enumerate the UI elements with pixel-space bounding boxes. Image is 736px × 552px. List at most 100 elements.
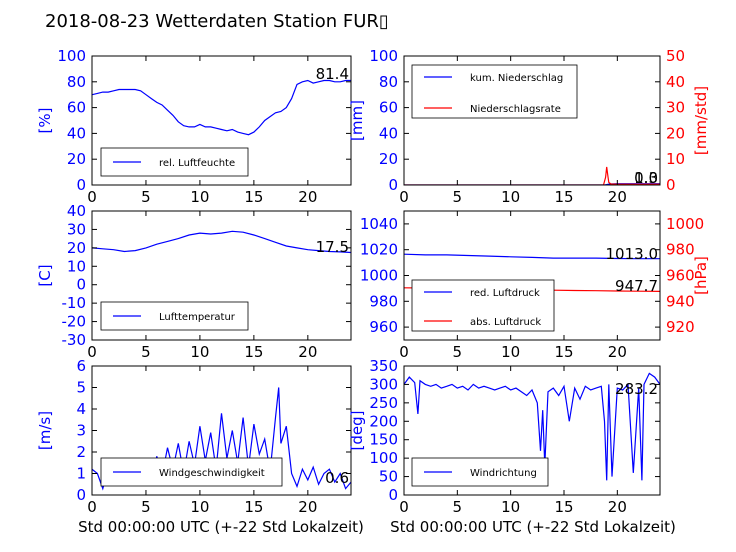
legend-label: Lufttemperatur: [159, 312, 236, 323]
value-label: 1013.0: [606, 245, 659, 263]
x-tick-label: 0: [87, 188, 97, 206]
value-label: 17.5: [316, 238, 349, 256]
y2-tick-label: 50: [666, 47, 685, 65]
y-axis-label: [C]: [36, 264, 54, 286]
y-tick-label: 0: [388, 486, 398, 504]
y-tick-label: 350: [369, 357, 398, 375]
series-line-1: [92, 79, 351, 136]
plot-frame: [91, 210, 352, 341]
series-line-1: [92, 230, 351, 254]
legend-label: rel. Luftfeuchte: [159, 158, 235, 169]
y-tick-label: 40: [379, 124, 398, 142]
x-tick-label: 15: [554, 188, 573, 206]
panel-2: 0 5 10 15 20 0 20 40 60 80 100 0 10 20 30 40 50 [mm] [mm/s…: [348, 47, 710, 206]
x-tick-label: 15: [244, 498, 263, 516]
y-tick-label: -20: [62, 313, 87, 331]
x-tick-label: 15: [244, 188, 263, 206]
y-tick-label: 80: [379, 73, 398, 91]
y-tick-label: 100: [369, 47, 398, 65]
y-tick-label: -10: [62, 294, 87, 312]
value-label: 0.6: [325, 469, 349, 487]
legend-label: red. Luftdruck: [470, 288, 540, 299]
y2-tick-label: 10: [666, 150, 685, 168]
x-tick-label: 5: [141, 343, 151, 361]
y-tick-label: 0: [388, 176, 398, 194]
y-tick-label: 80: [67, 73, 86, 91]
x-tick-label: 20: [608, 188, 627, 206]
y-tick-label: 0: [76, 176, 86, 194]
y2-axis-label: [hPa]: [692, 256, 710, 295]
y2-tick-label: 0: [666, 176, 676, 194]
x-tick-label: 20: [608, 343, 627, 361]
x-tick-label: 20: [298, 498, 317, 516]
y-tick-label: 980: [369, 292, 398, 310]
y-axis-label: [deg]: [348, 411, 366, 451]
y-tick-label: 40: [67, 202, 86, 220]
legend: Lufttemperatur: [100, 301, 249, 331]
legend-box: [411, 64, 578, 119]
value-label: 947.7: [615, 277, 658, 295]
y-tick-label: -30: [62, 331, 87, 349]
y-tick-label: 20: [379, 150, 398, 168]
x-tick-label: 20: [608, 498, 627, 516]
x-tick-label: 10: [501, 343, 520, 361]
legend-label: Windgeschwindigkeit: [159, 468, 265, 479]
panel-3: 0 5 10 15 20-30-20-10010203040[C]Lufttempera…: [36, 202, 352, 361]
y-tick-label: 6: [76, 357, 86, 375]
x-tick-label: 10: [190, 343, 209, 361]
series-line-1: [404, 253, 660, 260]
value-label: 1.0: [634, 169, 658, 187]
y2-tick-label: 30: [666, 99, 685, 117]
y-tick-label: 2: [76, 443, 86, 461]
legend: Windgeschwindigkeit: [100, 457, 283, 487]
y-tick-label: 60: [67, 99, 86, 117]
figure-title: 2018-08-23 Wetterdaten Station FUR▯: [45, 11, 389, 32]
y-tick-label: 60: [379, 99, 398, 117]
x-tick-label: 15: [554, 343, 573, 361]
legend-label: Windrichtung: [470, 468, 537, 479]
y2-tick-label: 40: [666, 73, 685, 91]
plot-frame: [403, 365, 661, 496]
y-tick-label: 150: [369, 431, 398, 449]
y-tick-label: 50: [379, 468, 398, 486]
y-tick-label: 20: [67, 239, 86, 257]
legend-box: [100, 301, 249, 331]
y-tick-label: 1040: [360, 215, 398, 233]
x-tick-label: 5: [453, 343, 463, 361]
x-tick-label: 0: [399, 188, 409, 206]
value-label: 81.4: [316, 65, 349, 83]
y-axis-label: [mm]: [348, 100, 366, 141]
legend-label: kum. Niederschlag: [470, 73, 563, 84]
x-tick-label: 5: [453, 188, 463, 206]
plot-frame: [91, 55, 352, 186]
y2-tick-label: 920: [666, 318, 695, 336]
series-line-2: [404, 166, 660, 185]
x-tick-label: 5: [141, 498, 151, 516]
plot-frame: [403, 55, 661, 186]
x-tick-label: 20: [298, 188, 317, 206]
y-tick-label: 40: [67, 124, 86, 142]
y-tick-label: 250: [369, 394, 398, 412]
y2-tick-label: 960: [666, 267, 695, 285]
y-tick-label: 4: [76, 400, 86, 418]
value-label: 283.2: [615, 380, 658, 398]
legend: Windrichtung: [411, 457, 549, 487]
y2-tick-label: 940: [666, 292, 695, 310]
x-tick-label: 5: [453, 498, 463, 516]
x-tick-label: 0: [87, 343, 97, 361]
y-tick-label: 30: [67, 220, 86, 238]
y2-tick-label: 20: [666, 124, 685, 142]
y2-axis-label: [mm/std]: [692, 86, 710, 155]
y-tick-label: 1020: [360, 241, 398, 259]
y-tick-label: 5: [76, 379, 86, 397]
y2-tick-label: 980: [666, 241, 695, 259]
y-tick-label: 1000: [360, 267, 398, 285]
y2-tick-label: 1000: [666, 215, 704, 233]
legend-label: abs. Luftdruck: [470, 317, 541, 328]
x-tick-label: 10: [501, 188, 520, 206]
y-tick-label: 20: [67, 150, 86, 168]
y-tick-label: 0: [76, 486, 86, 504]
x-tick-label: 10: [501, 498, 520, 516]
